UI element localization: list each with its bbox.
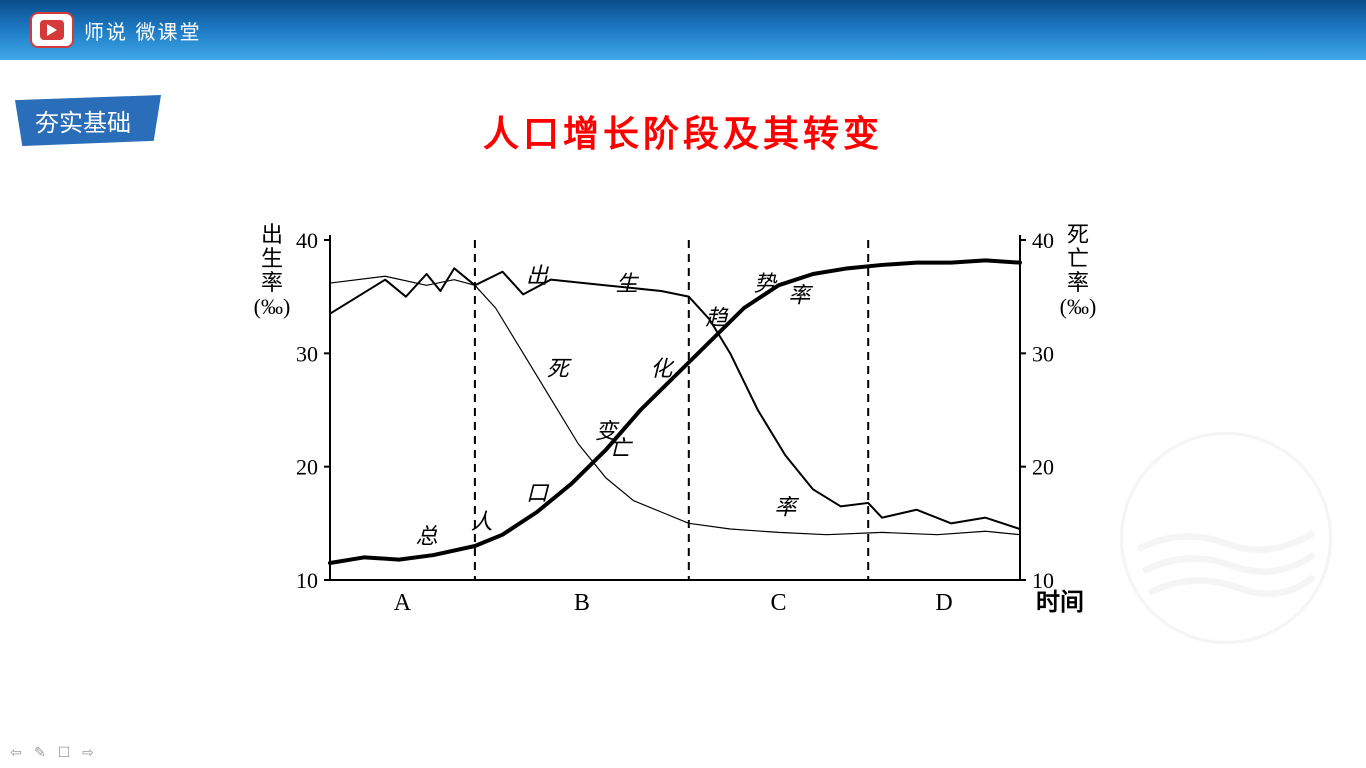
svg-text:40: 40 bbox=[1032, 228, 1054, 253]
svg-text:死: 死 bbox=[547, 356, 573, 381]
logo-badge bbox=[30, 12, 74, 48]
svg-text:亡: 亡 bbox=[609, 435, 634, 460]
svg-text:D: D bbox=[935, 590, 952, 616]
svg-text:亡: 亡 bbox=[1067, 246, 1089, 271]
svg-text:生: 生 bbox=[261, 246, 283, 271]
svg-text:30: 30 bbox=[296, 341, 318, 366]
svg-text:20: 20 bbox=[296, 455, 318, 480]
page-title: 人口增长阶段及其转变 bbox=[483, 105, 883, 157]
svg-text:40: 40 bbox=[296, 228, 318, 253]
svg-text:出: 出 bbox=[261, 222, 283, 247]
svg-text:死: 死 bbox=[1067, 222, 1089, 247]
header-bar: 师说 微课堂 bbox=[0, 0, 1366, 60]
svg-text:率: 率 bbox=[774, 494, 799, 519]
svg-text:(‰): (‰) bbox=[1060, 294, 1097, 319]
svg-text:时间: 时间 bbox=[1036, 589, 1084, 616]
svg-text:势: 势 bbox=[754, 271, 778, 296]
svg-text:生: 生 bbox=[616, 271, 640, 296]
nav-next-button[interactable]: ⇨ bbox=[80, 744, 96, 760]
svg-text:人: 人 bbox=[471, 509, 493, 534]
nav-menu-button[interactable]: ☐ bbox=[56, 744, 72, 760]
section-badge: 夯实基础 bbox=[15, 95, 161, 146]
svg-text:10: 10 bbox=[296, 568, 318, 593]
svg-text:率: 率 bbox=[1067, 270, 1089, 295]
nav-prev-button[interactable]: ⇦ bbox=[8, 744, 24, 760]
play-icon bbox=[40, 20, 64, 40]
watermark-icon bbox=[1116, 428, 1336, 648]
svg-text:20: 20 bbox=[1032, 455, 1054, 480]
svg-text:30: 30 bbox=[1032, 341, 1054, 366]
population-chart: 1020304010203040出生率(‰)死亡率(‰)ABCD时间总人口变化趋… bbox=[240, 210, 1110, 640]
svg-text:化: 化 bbox=[650, 356, 675, 381]
nav-controls: ⇦ ✎ ☐ ⇨ bbox=[8, 744, 96, 760]
nav-edit-button[interactable]: ✎ bbox=[32, 744, 48, 760]
brand-text: 师说 微课堂 bbox=[84, 16, 202, 45]
svg-text:C: C bbox=[770, 590, 786, 616]
svg-text:口: 口 bbox=[526, 481, 550, 506]
svg-text:出: 出 bbox=[526, 263, 549, 288]
svg-text:B: B bbox=[574, 590, 590, 616]
svg-text:A: A bbox=[394, 590, 412, 616]
svg-text:率: 率 bbox=[261, 270, 283, 295]
svg-text:总: 总 bbox=[416, 524, 438, 549]
svg-text:率: 率 bbox=[788, 282, 813, 307]
svg-text:(‰): (‰) bbox=[254, 294, 291, 319]
